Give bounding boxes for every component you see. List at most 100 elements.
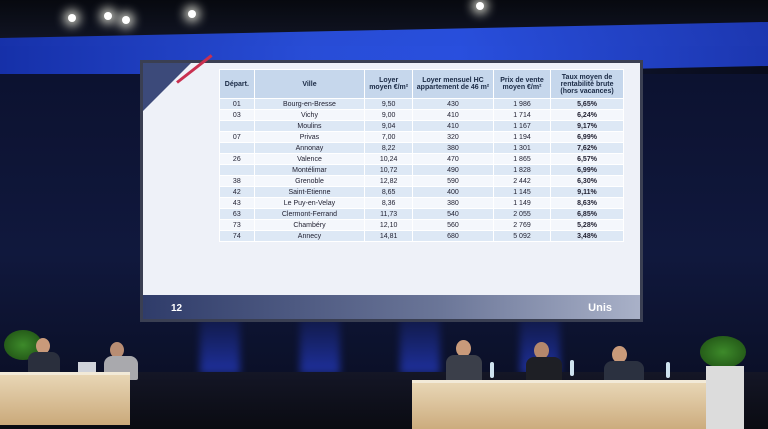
table-header-row: Départ. Ville Loyer moyen €/m² Loyer men…: [219, 69, 624, 99]
table-cell: 1 865: [492, 153, 552, 165]
table-cell: Valence: [253, 153, 366, 165]
table-cell: 8,22: [364, 142, 414, 154]
table-cell: 1 986: [492, 98, 552, 110]
rent-table: Départ. Ville Loyer moyen €/m² Loyer men…: [219, 69, 624, 242]
table-cell: 490: [412, 164, 494, 176]
table-cell: 9,50: [364, 98, 414, 110]
table-cell: 380: [412, 197, 494, 209]
table-cell: 9,11%: [550, 186, 624, 198]
table-cell: 1 714: [492, 109, 552, 121]
table-cell: 320: [412, 131, 494, 143]
table-cell: Vichy: [253, 109, 366, 121]
table-cell: Grenoble: [253, 175, 366, 187]
panelist-head: [612, 346, 627, 363]
table-cell: 8,65: [364, 186, 414, 198]
water-bottle: [666, 362, 670, 378]
table-cell: 2 055: [492, 208, 552, 220]
table-cell: 410: [412, 109, 494, 121]
table-row: 42 Saint-Etienne 8,65 400 1 145 9,11%: [219, 186, 624, 198]
spotlight: [104, 12, 112, 20]
table-row: Moulins 9,04 410 1 167 9,17%: [219, 120, 624, 132]
table-cell: Annonay: [253, 142, 366, 154]
plant: [700, 336, 746, 368]
panelist-head: [534, 342, 549, 359]
slide-footer-bar: [143, 295, 640, 319]
header-loyer-mensuel: Loyer mensuel HC appartement de 46 m²: [412, 69, 494, 99]
table-cell: 11,73: [364, 208, 414, 220]
table-row: 63 Clermont-Ferrand 11,73 540 2 055 6,85%: [219, 208, 624, 220]
table-cell: 1 194: [492, 131, 552, 143]
projection-screen: Départ. Ville Loyer moyen €/m² Loyer men…: [140, 54, 643, 322]
table-cell: 38: [219, 175, 255, 187]
table-cell: [219, 120, 255, 132]
table-cell: 43: [219, 197, 255, 209]
table-cell: 2 769: [492, 219, 552, 231]
table-cell: 26: [219, 153, 255, 165]
table-row: Montélimar 10,72 490 1 828 6,99%: [219, 164, 624, 176]
table-row: 26 Valence 10,24 470 1 865 6,57%: [219, 153, 624, 165]
panelist-torso: [526, 357, 562, 383]
table-cell: Privas: [253, 131, 366, 143]
table-cell: 380: [412, 142, 494, 154]
spotlight: [476, 2, 484, 10]
panelist-head: [456, 340, 471, 357]
table-cell: 6,30%: [550, 175, 624, 187]
table-cell: 2 442: [492, 175, 552, 187]
table-cell: 6,99%: [550, 164, 624, 176]
table-cell: 430: [412, 98, 494, 110]
table-cell: 7,00: [364, 131, 414, 143]
table-cell: 9,17%: [550, 120, 624, 132]
table-cell: 42: [219, 186, 255, 198]
table-cell: [219, 164, 255, 176]
table-cell: 10,72: [364, 164, 414, 176]
header-ville: Ville: [253, 69, 366, 99]
table-cell: 8,36: [364, 197, 414, 209]
table-cell: 8,63%: [550, 197, 624, 209]
header-taux-rentabilite: Taux moyen de rentabilité brute (hors va…: [550, 69, 624, 99]
table-cell: 12,82: [364, 175, 414, 187]
table-cell: 9,00: [364, 109, 414, 121]
table-cell: Clermont-Ferrand: [253, 208, 366, 220]
table-cell: [219, 142, 255, 154]
table-cell: 12,10: [364, 219, 414, 231]
table-row: 01 Bourg-en-Bresse 9,50 430 1 986 5,65%: [219, 98, 624, 110]
panelist-torso: [446, 355, 482, 383]
table-cell: 63: [219, 208, 255, 220]
table-cell: 680: [412, 230, 494, 242]
left-desk: [0, 372, 130, 425]
slide-page-number: 12: [171, 303, 183, 314]
table-cell: 1 301: [492, 142, 552, 154]
table-cell: 590: [412, 175, 494, 187]
table-row: 74 Annecy 14,81 680 5 092 3,48%: [219, 230, 624, 242]
table-cell: 10,24: [364, 153, 414, 165]
spotlight: [122, 16, 130, 24]
water-bottle: [570, 360, 574, 376]
table-cell: 5,28%: [550, 219, 624, 231]
table-cell: Bourg-en-Bresse: [253, 98, 366, 110]
table-cell: Chambéry: [253, 219, 366, 231]
table-cell: 6,85%: [550, 208, 624, 220]
table-cell: 5 092: [492, 230, 552, 242]
plant-pot: [706, 366, 744, 429]
table-cell: Montélimar: [253, 164, 366, 176]
table-cell: 03: [219, 109, 255, 121]
table-cell: 6,99%: [550, 131, 624, 143]
header-loyer-moyen: Loyer moyen €/m²: [364, 69, 414, 99]
table-cell: 07: [219, 131, 255, 143]
panelist-head: [36, 338, 50, 354]
unis-logo: Unis: [588, 302, 612, 314]
table-cell: 1 145: [492, 186, 552, 198]
table-row: Annonay 8,22 380 1 301 7,62%: [219, 142, 624, 154]
slide: Départ. Ville Loyer moyen €/m² Loyer men…: [143, 54, 640, 319]
water-bottle: [490, 362, 494, 378]
table-cell: Le Puy-en-Velay: [253, 197, 366, 209]
header-depart: Départ.: [219, 69, 255, 99]
spotlight: [188, 10, 196, 18]
table-cell: 3,48%: [550, 230, 624, 242]
table-cell: 01: [219, 98, 255, 110]
table-cell: 410: [412, 120, 494, 132]
table-cell: 400: [412, 186, 494, 198]
table-cell: 560: [412, 219, 494, 231]
table-cell: 73: [219, 219, 255, 231]
slide-corner-decoration: [143, 63, 191, 111]
